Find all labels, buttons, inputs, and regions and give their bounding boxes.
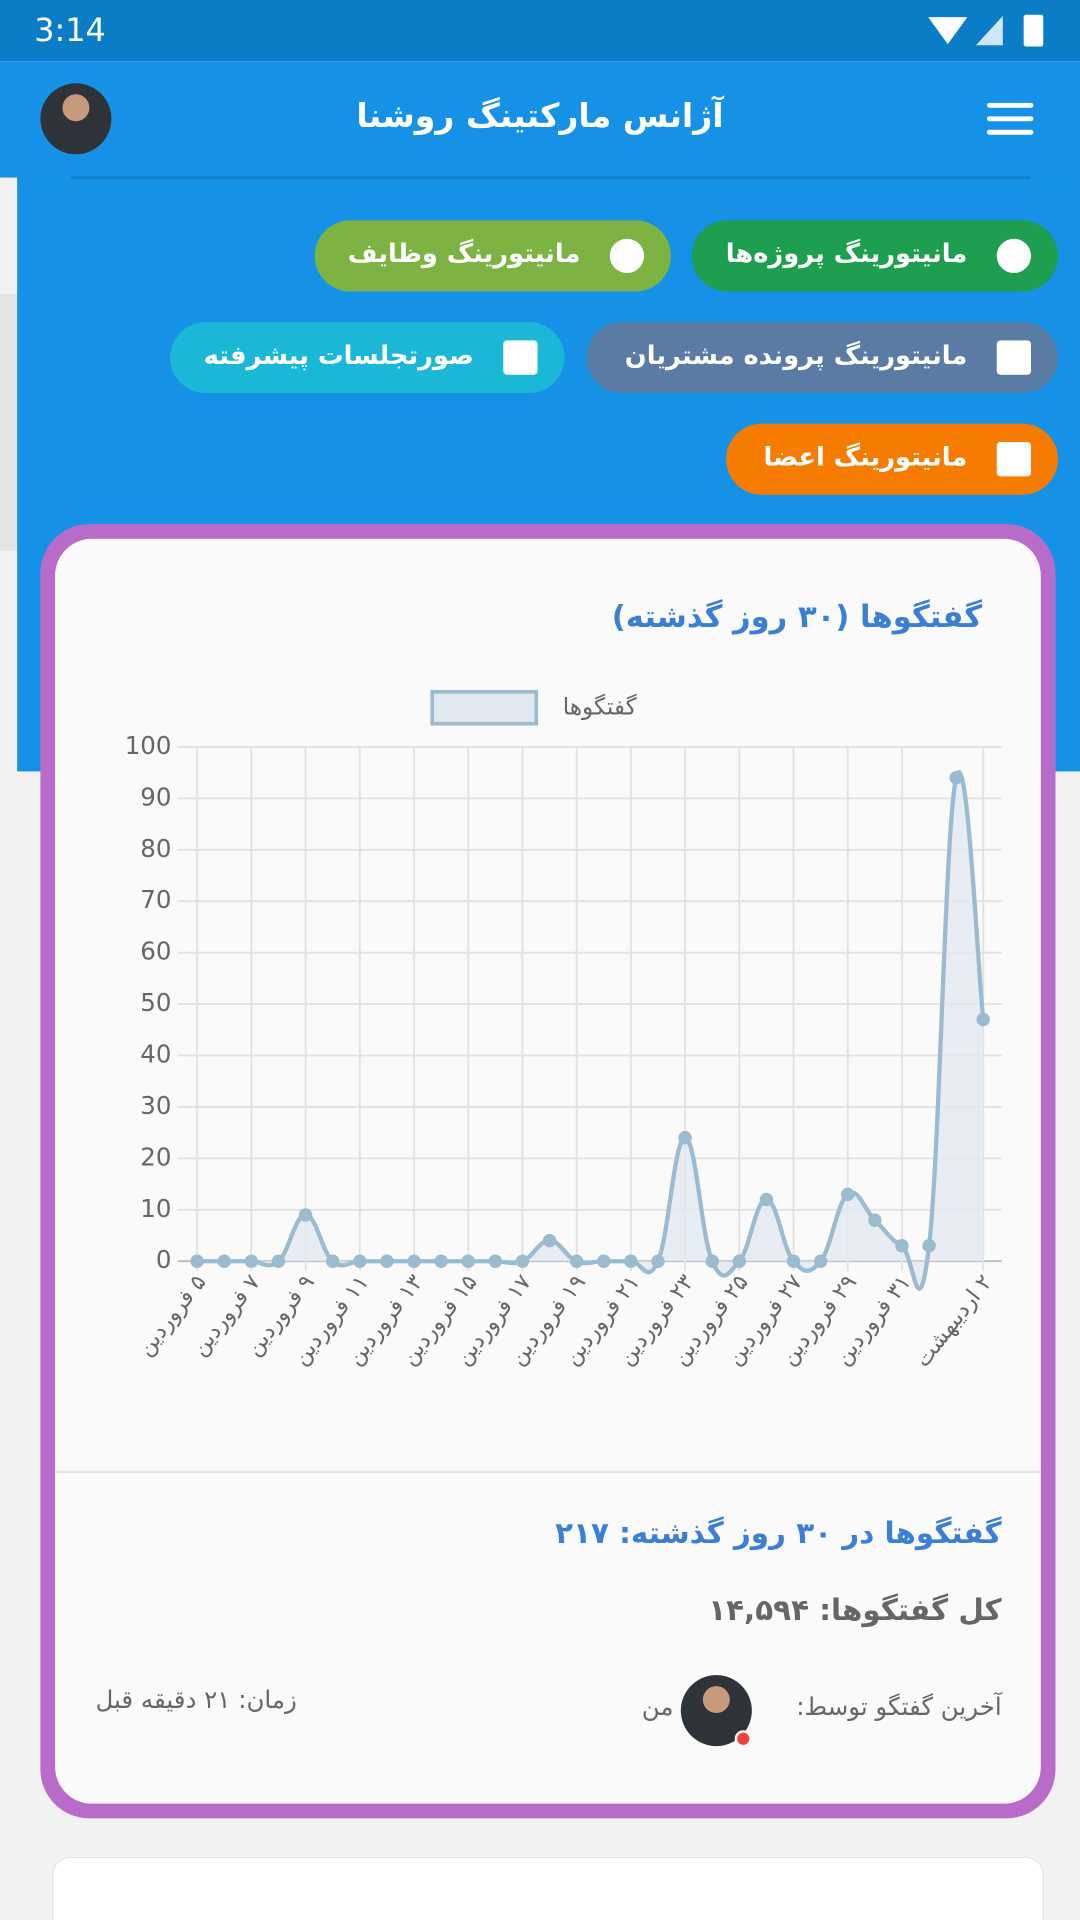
avatar-face — [62, 94, 90, 122]
y-tick-label: 50 — [140, 988, 171, 1017]
last-by-label: آخرین گفتگو توسط: — [796, 1692, 1003, 1721]
nav-button[interactable]: مانیتورینگ پرونده مشتریان — [586, 322, 1058, 394]
data-point — [868, 1213, 882, 1227]
status-bar — [0, 0, 1080, 62]
total: کل گفتگوها: ۱۴,۵۹۴ — [708, 1593, 1002, 1627]
nav-button[interactable]: صورتجلسات پیشرفته — [170, 322, 565, 394]
card-divider — [55, 1470, 1041, 1474]
data-point — [353, 1254, 367, 1268]
side-strip — [0, 293, 18, 552]
chart-title: گفتگوها (۳۰ روز گذشته) — [612, 599, 982, 635]
nav-button[interactable]: مانیتورینگ وظایف — [314, 220, 672, 292]
button-label[interactable]: مانیتورینگ اعضا — [763, 441, 967, 472]
data-point — [895, 1239, 909, 1253]
data-point — [407, 1254, 421, 1268]
legend-label: گفتگوها — [563, 693, 638, 720]
button-shape[interactable] — [586, 322, 1058, 394]
data-point — [461, 1254, 475, 1268]
legend-swatch — [430, 690, 539, 726]
button-icon — [996, 340, 1032, 375]
y-tick-label: 70 — [140, 885, 171, 914]
data-point — [569, 1254, 584, 1268]
y-tick-label: 20 — [140, 1142, 171, 1171]
data-point — [840, 1187, 855, 1202]
button-icon — [996, 238, 1032, 274]
data-point — [515, 1254, 530, 1268]
data-point — [624, 1254, 638, 1268]
data-point — [190, 1254, 204, 1268]
button-icon — [996, 442, 1032, 477]
y-tick-label: 30 — [140, 1091, 171, 1120]
app-title: آژانس مارکتینگ روشنا — [356, 95, 724, 136]
y-tick-label: 10 — [140, 1194, 171, 1223]
battery-icon — [1023, 14, 1044, 47]
button-shape[interactable] — [314, 220, 672, 292]
button-label[interactable]: مانیتورینگ وظایف — [348, 238, 581, 269]
y-tick-label: 100 — [125, 731, 172, 760]
data-point — [542, 1233, 557, 1248]
series-line — [197, 770, 986, 1291]
last-by-name: من — [642, 1692, 674, 1721]
data-point — [976, 1012, 990, 1027]
data-point — [786, 1254, 801, 1268]
data-point — [271, 1254, 286, 1268]
data-point — [705, 1254, 719, 1268]
data-point — [949, 771, 963, 785]
button-icon — [503, 340, 538, 375]
data-point — [325, 1254, 340, 1268]
y-tick-label: 80 — [140, 834, 171, 863]
status-time: 3:14 — [34, 11, 105, 49]
data-point — [434, 1254, 448, 1268]
data-point — [217, 1254, 231, 1268]
period-total: گفتگوها در ۳۰ روز گذشته: ۲۱۷ — [555, 1516, 1002, 1550]
button-shape[interactable] — [691, 220, 1058, 292]
button-icon — [609, 238, 645, 274]
y-tick-label: 90 — [140, 782, 171, 811]
data-point — [597, 1254, 611, 1268]
data-point — [732, 1254, 747, 1268]
time-ago: زمان: ۲۱ دقیقه قبل — [96, 1685, 297, 1714]
menu-icon[interactable] — [986, 102, 1034, 135]
button-shape[interactable] — [170, 322, 565, 394]
data-point — [651, 1254, 665, 1268]
data-point — [380, 1254, 394, 1268]
divider — [71, 176, 1032, 179]
button-label[interactable]: صورتجلسات پیشرفته — [204, 341, 474, 371]
next-card — [52, 1856, 1044, 1920]
data-point — [922, 1239, 936, 1253]
app-bar — [0, 61, 1080, 178]
online-dot — [734, 1730, 752, 1748]
data-point — [488, 1254, 503, 1268]
y-tick-label: 60 — [140, 937, 171, 966]
data-point — [298, 1208, 313, 1222]
nav-button[interactable]: مانیتورینگ پروژه‌ها — [691, 220, 1058, 292]
button-label[interactable]: مانیتورینگ پرونده مشتریان — [625, 340, 968, 371]
data-point — [813, 1254, 828, 1268]
button-label[interactable]: مانیتورینگ پروژه‌ها — [726, 238, 968, 269]
nav-button[interactable]: مانیتورینگ اعضا — [726, 423, 1058, 495]
data-point — [678, 1131, 692, 1145]
y-tick-label: 40 — [140, 1040, 171, 1069]
button-shape[interactable] — [726, 423, 1058, 495]
data-point — [244, 1254, 259, 1268]
data-point — [759, 1192, 774, 1207]
wifi-icon — [928, 17, 968, 45]
y-tick-label: 0 — [156, 1245, 172, 1274]
avatar-face — [702, 1686, 730, 1714]
